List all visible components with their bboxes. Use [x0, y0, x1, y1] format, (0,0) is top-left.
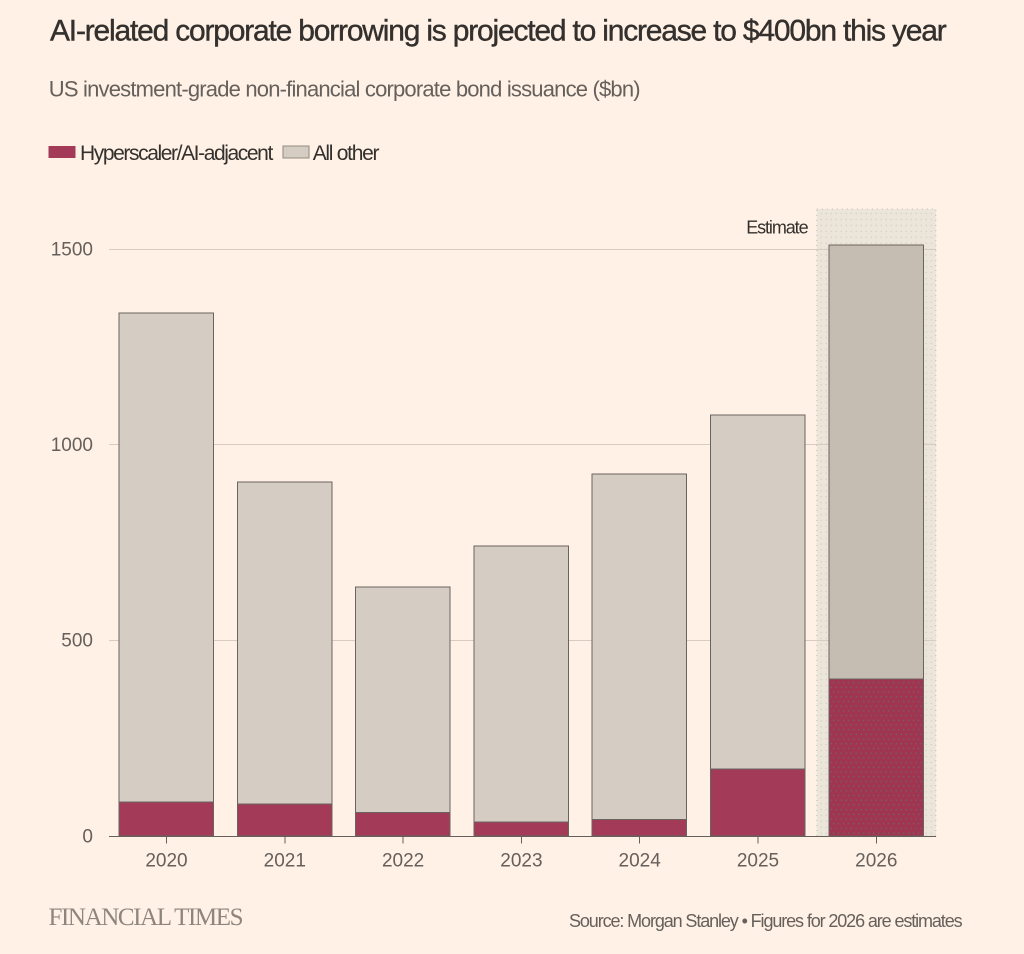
- svg-text:2020: 2020: [145, 850, 187, 871]
- svg-text:0: 0: [82, 826, 93, 847]
- svg-text:FINANCIAL TIMES: FINANCIAL TIMES: [49, 904, 243, 931]
- svg-text:Hyperscaler/AI-adjacent: Hyperscaler/AI-adjacent: [80, 142, 273, 165]
- svg-text:Source: Morgan Stanley • Figur: Source: Morgan Stanley • Figures for 202…: [569, 911, 963, 931]
- svg-text:2022: 2022: [382, 850, 424, 871]
- svg-text:1500: 1500: [51, 239, 93, 260]
- svg-text:2021: 2021: [264, 850, 306, 871]
- svg-text:2025: 2025: [737, 850, 779, 871]
- svg-text:2023: 2023: [500, 850, 542, 871]
- svg-text:500: 500: [61, 631, 93, 652]
- svg-text:AI-related corporate borrowing: AI-related corporate borrowing is projec…: [50, 15, 947, 48]
- svg-text:All other: All other: [313, 142, 380, 165]
- svg-text:US investment-grade non-financ: US investment-grade non-financial corpor…: [49, 77, 640, 102]
- svg-text:2026: 2026: [855, 850, 897, 871]
- svg-text:2024: 2024: [619, 850, 662, 871]
- svg-text:1000: 1000: [51, 435, 93, 456]
- svg-text:Estimate: Estimate: [746, 218, 808, 238]
